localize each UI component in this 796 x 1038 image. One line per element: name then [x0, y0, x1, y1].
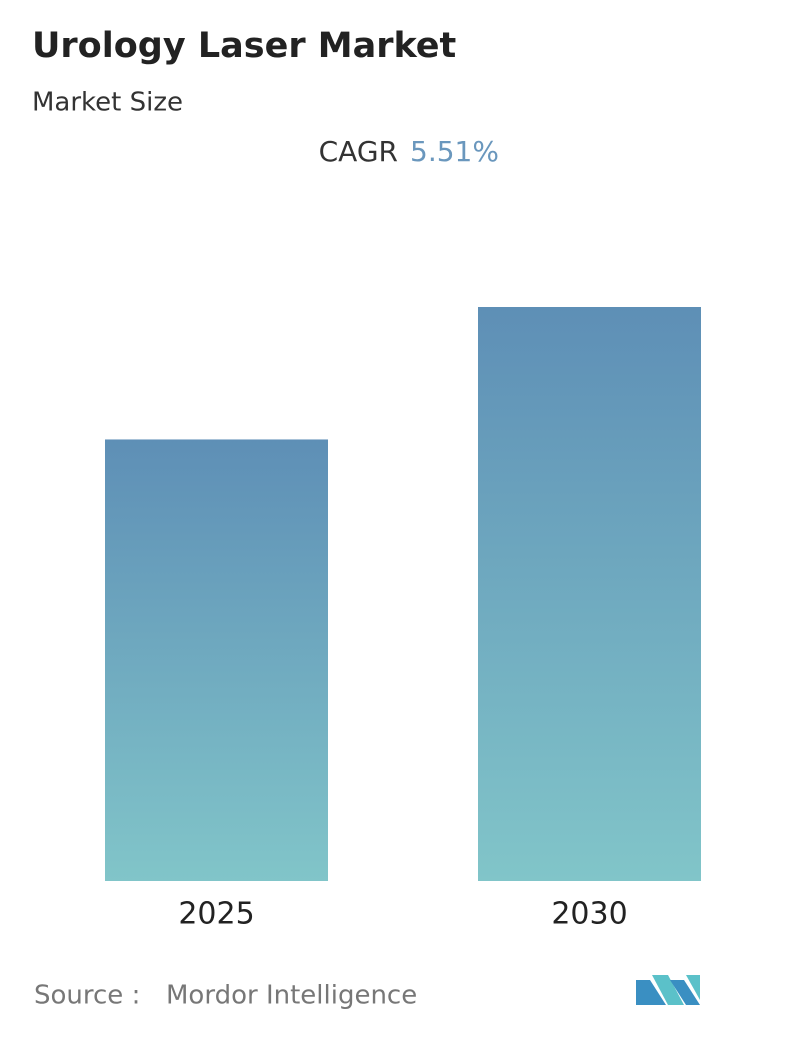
chart-title: Urology Laser Market	[32, 26, 456, 66]
source: Mordor Intelligence	[166, 981, 417, 1011]
logo	[636, 975, 700, 1005]
x-tick-label: 2025	[178, 897, 254, 932]
chart-subtitle: Market Size	[32, 88, 183, 118]
bar	[478, 307, 701, 881]
x-tick-label: 2030	[551, 897, 627, 932]
cagr-value: 5.51%	[410, 135, 499, 168]
bar	[105, 439, 328, 881]
source-label: Source :	[34, 981, 140, 1011]
cagr-label: CAGR	[319, 135, 398, 168]
